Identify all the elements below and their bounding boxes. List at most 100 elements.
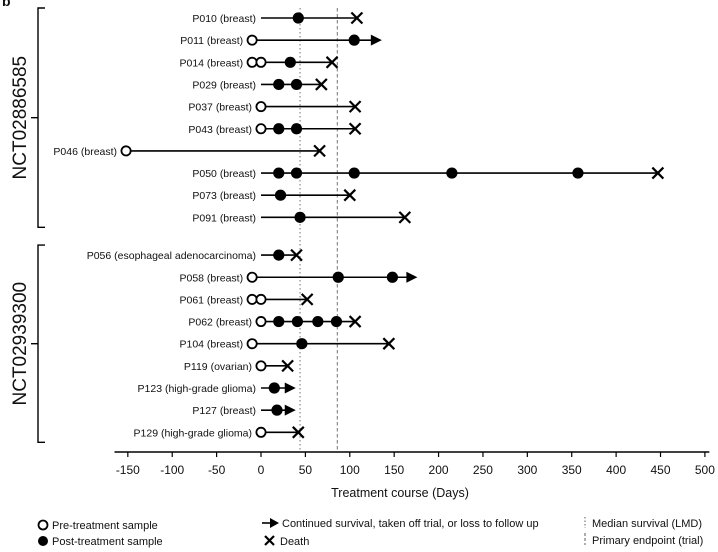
x-tick-label: 0 xyxy=(258,463,265,477)
patient-label: P073 (breast) xyxy=(192,190,256,202)
post-treatment-sample xyxy=(330,315,343,328)
post-treatment-sample xyxy=(290,123,303,135)
post-treatment-sample xyxy=(271,404,283,416)
patient-row: P073 (breast) xyxy=(192,188,357,202)
legend-median-label: Median survival (LMD) xyxy=(592,518,702,530)
x-tick-label: 500 xyxy=(695,463,715,477)
x-tick-label: 50 xyxy=(299,463,313,477)
trial-bracket xyxy=(37,7,45,229)
patient-label: P056 (esophageal adenocarcinoma) xyxy=(87,250,256,262)
x-tick-label: -150 xyxy=(116,463,140,477)
trial-label: NCT02886585 xyxy=(10,56,31,180)
post-treatment-sample xyxy=(446,167,458,179)
x-tick-label: 100 xyxy=(340,463,360,477)
x-axis-title: Treatment course (Days) xyxy=(331,486,469,500)
post-treatment-sample xyxy=(268,382,280,394)
death-marker xyxy=(292,426,305,439)
patient-row: P061 (breast) xyxy=(179,293,314,306)
post-treatment-sample xyxy=(273,249,285,261)
post-treatment-sample xyxy=(290,78,303,91)
trial-label: NCT02939300 xyxy=(10,282,31,406)
patient-row: P029 (breast) xyxy=(192,78,328,91)
patient-label: P061 (breast) xyxy=(179,294,243,306)
death-marker xyxy=(382,337,396,350)
post-treatment-sample xyxy=(312,315,324,328)
pre-treatment-sample xyxy=(246,338,258,350)
post-treatment-sample xyxy=(273,123,285,135)
x-tick-label: 400 xyxy=(606,463,626,477)
patient-label: P011 (breast) xyxy=(180,35,243,47)
pre-treatment-sample xyxy=(255,56,267,68)
pre-treatment-sample xyxy=(246,271,258,283)
patient-row: P058 (breast) xyxy=(179,271,418,284)
patient-label: P058 (breast) xyxy=(179,272,243,284)
death-marker xyxy=(290,248,303,262)
post-treatment-sample xyxy=(291,315,303,328)
pre-treatment-sample xyxy=(246,56,258,68)
legend-endpoint-label: Primary endpoint (trial) xyxy=(592,535,703,547)
patient-row: P056 (esophageal adenocarcinoma) xyxy=(87,248,303,262)
post-treatment-sample xyxy=(284,56,296,68)
post-treatment-sample xyxy=(294,211,306,223)
patient-row: P014 (breast) xyxy=(179,56,339,69)
legend-pre-marker xyxy=(37,519,49,531)
patient-row: P050 (breast) xyxy=(192,166,665,180)
reference-lines xyxy=(299,8,338,450)
pre-treatment-sample xyxy=(255,293,267,305)
legend-death-label: Death xyxy=(280,536,309,548)
patient-label: P046 (breast) xyxy=(53,146,117,158)
patient-row: P129 (high-grade glioma) xyxy=(134,426,305,439)
post-treatment-sample xyxy=(332,271,344,283)
post-treatment-sample xyxy=(572,167,584,179)
continued-arrow-icon xyxy=(406,271,418,283)
post-treatment-sample xyxy=(273,167,285,179)
x-tick-label: 200 xyxy=(429,463,449,477)
patient-row: P011 (breast) xyxy=(180,34,382,47)
patient-row: P119 (ovarian) xyxy=(184,359,294,373)
pre-treatment-sample xyxy=(246,293,258,305)
death-marker xyxy=(348,100,362,113)
patient-rows: P010 (breast) P011 (breast) P014 (breast) P… xyxy=(53,11,665,439)
patient-label: P014 (breast) xyxy=(179,57,243,69)
patient-label: P129 (high-grade glioma) xyxy=(134,427,252,439)
x-tick-label: 250 xyxy=(473,463,493,477)
patient-label: P123 (high-grade glioma) xyxy=(138,383,256,395)
post-treatment-sample xyxy=(273,315,285,328)
pre-treatment-sample xyxy=(246,34,258,46)
post-treatment-sample xyxy=(296,338,308,350)
post-treatment-sample xyxy=(273,78,285,91)
patient-label: P037 (breast) xyxy=(188,102,252,114)
continued-arrow-icon xyxy=(284,404,296,416)
death-marker xyxy=(300,293,314,306)
death-marker xyxy=(325,56,339,69)
x-tick-label: 450 xyxy=(650,463,670,477)
death-marker xyxy=(343,188,357,202)
legend: Pre-treatment sample Post-treatment samp… xyxy=(37,517,703,548)
death-marker xyxy=(313,144,326,158)
death-marker xyxy=(398,211,412,224)
patient-label: P127 (breast) xyxy=(192,405,256,417)
patient-row: P123 (high-grade glioma) xyxy=(138,382,296,395)
death-marker xyxy=(651,166,665,180)
post-treatment-sample xyxy=(348,34,360,46)
patient-label: P050 (breast) xyxy=(192,168,256,180)
x-tick-label: 150 xyxy=(384,463,404,477)
patient-label: P043 (breast) xyxy=(188,124,252,136)
patient-row: P062 (breast) xyxy=(188,315,362,329)
legend-death-icon xyxy=(264,535,275,546)
patient-label: P091 (breast) xyxy=(192,212,256,224)
post-treatment-sample xyxy=(290,167,303,179)
pre-treatment-sample xyxy=(120,145,132,157)
patient-row: P127 (breast) xyxy=(192,404,296,417)
legend-continued-label: Continued survival, taken off trial, or … xyxy=(282,518,539,530)
trial-group-NCT02939300: P056 (esophageal adenocarcinoma) P058 (br… xyxy=(87,248,418,439)
post-treatment-sample xyxy=(348,167,360,179)
death-marker xyxy=(350,11,364,25)
patient-row: P037 (breast) xyxy=(188,100,362,114)
patient-label: P029 (breast) xyxy=(192,79,256,91)
pre-treatment-sample xyxy=(255,123,267,135)
panel-letter: b xyxy=(2,0,11,9)
patient-row: P043 (breast) xyxy=(188,122,362,136)
x-axis: -150 -100 -50 0 50 100 150 200 250 300 350 400 450 50… xyxy=(114,451,715,477)
